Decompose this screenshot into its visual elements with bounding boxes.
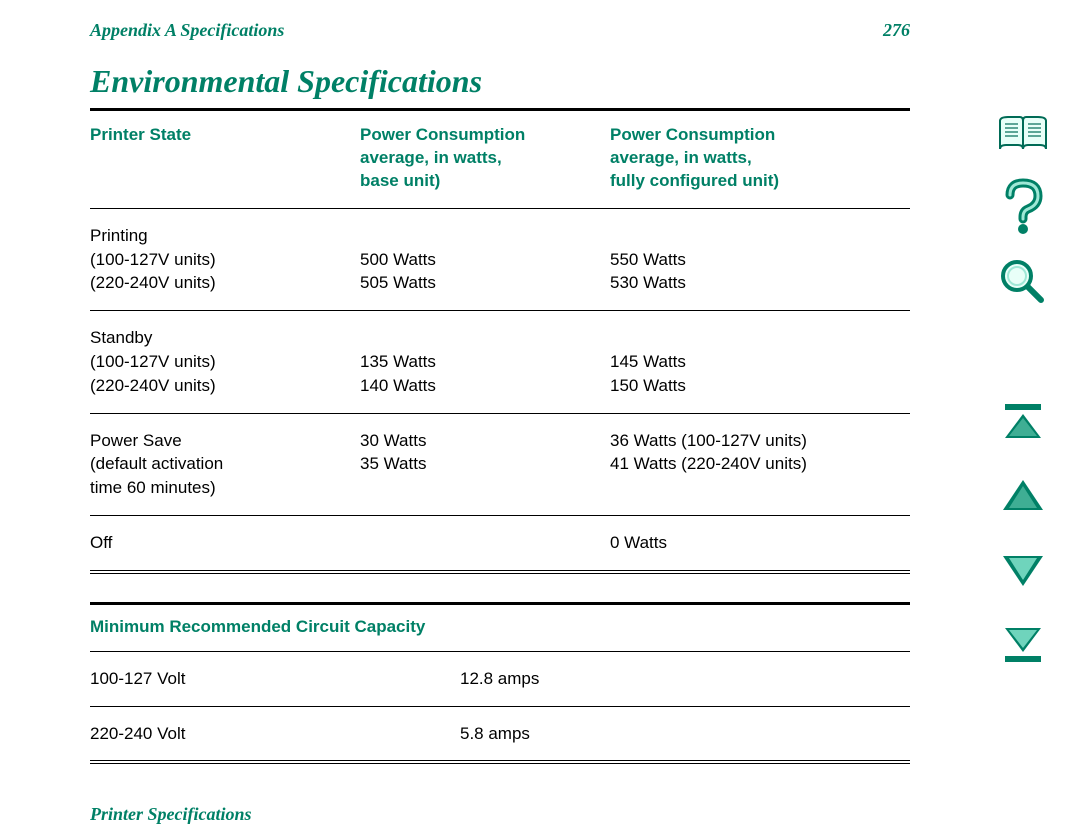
last-page-icon [1001, 624, 1045, 664]
t: time 60 minutes) [90, 478, 216, 497]
t: 0 Watts [610, 533, 667, 552]
cell: Power Save (default activation time 60 min… [90, 429, 350, 500]
t: Power Save [90, 431, 182, 450]
table2-row-100v: 100-127 Volt 12.8 amps [90, 660, 910, 698]
section-rule [90, 602, 910, 605]
title-rule [90, 108, 910, 111]
cell: 0 Watts [610, 531, 910, 555]
table1-header-row: Printer State Power Consumption average,… [90, 117, 910, 200]
page-number: 276 [883, 20, 910, 41]
next-page-button[interactable] [994, 546, 1052, 594]
t: 36 Watts (100-127V units) [610, 431, 807, 450]
cell: 500 Watts 505 Watts [360, 224, 600, 295]
t: 505 Watts [360, 273, 436, 292]
question-mark-icon [1000, 181, 1046, 235]
help-button[interactable] [994, 184, 1052, 232]
table1-row-printing: Printing (100-127V units) (220-240V units)… [90, 217, 910, 302]
cell: 135 Watts 140 Watts [360, 326, 600, 397]
t: 135 Watts [360, 352, 436, 371]
previous-page-button[interactable] [994, 472, 1052, 520]
search-button[interactable] [994, 258, 1052, 306]
t: 500 Watts [360, 250, 436, 269]
t: (default activation [90, 454, 223, 473]
table1-col2-header: Power Consumption average, in watts, bas… [360, 124, 600, 193]
arrow-up-icon [1001, 478, 1045, 514]
cell [360, 531, 600, 555]
t: 550 Watts [610, 250, 686, 269]
double-rule [90, 760, 910, 764]
cell: Printing (100-127V units) (220-240V units) [90, 224, 350, 295]
double-rule [90, 570, 910, 574]
divider [90, 515, 910, 516]
footer-text: Printer Specifications [90, 804, 910, 825]
col2-header-l3: base unit) [360, 171, 440, 190]
t: (220-240V units) [90, 273, 216, 292]
cell: 12.8 amps [460, 667, 910, 691]
cell: 5.8 amps [460, 722, 910, 746]
t: 150 Watts [610, 376, 686, 395]
section-title: Environmental Specifications [90, 63, 910, 100]
col3-header-l3: fully configured unit) [610, 171, 779, 190]
table1-row-powersave: Power Save (default activation time 60 min… [90, 422, 910, 507]
cell: 220-240 Volt [90, 722, 460, 746]
page-content: Appendix A Specifications 276 Environmen… [90, 20, 910, 825]
first-page-icon [1001, 402, 1045, 442]
table2-row-220v: 220-240 Volt 5.8 amps [90, 715, 910, 753]
t: (100-127V units) [90, 250, 216, 269]
divider [90, 310, 910, 311]
running-header: Appendix A Specifications 276 [90, 20, 910, 41]
t: 30 Watts [360, 431, 426, 450]
arrow-down-icon [1001, 552, 1045, 588]
cell: Standby (100-127V units) (220-240V units) [90, 326, 350, 397]
col2-header-l1: Power Consumption [360, 125, 525, 144]
table2-header: Minimum Recommended Circuit Capacity [90, 611, 910, 643]
breadcrumb: Appendix A Specifications [90, 20, 284, 41]
t: 41 Watts (220-240V units) [610, 454, 807, 473]
table1-col3-header: Power Consumption average, in watts, ful… [610, 124, 910, 193]
cell: 100-127 Volt [90, 667, 460, 691]
first-page-button[interactable] [994, 398, 1052, 446]
t: 35 Watts [360, 454, 426, 473]
book-icon [996, 113, 1050, 155]
col1-header-text: Printer State [90, 125, 191, 144]
cell: 30 Watts 35 Watts [360, 429, 600, 500]
cell: 550 Watts 530 Watts [610, 224, 910, 295]
t: 530 Watts [610, 273, 686, 292]
t: Standby [90, 328, 152, 347]
col3-header-l2: average, in watts, [610, 148, 752, 167]
divider [90, 706, 910, 707]
divider [90, 413, 910, 414]
magnifier-icon [999, 258, 1047, 306]
divider [90, 651, 910, 652]
last-page-button[interactable] [994, 620, 1052, 668]
col3-header-l1: Power Consumption [610, 125, 775, 144]
t: 140 Watts [360, 376, 436, 395]
table1-row-off: Off 0 Watts [90, 524, 910, 562]
t: Printing [90, 226, 148, 245]
table1-row-standby: Standby(100-127V units)(220-240V units) … [90, 319, 910, 404]
table1-col1-header: Printer State [90, 124, 350, 193]
t: Off [90, 533, 112, 552]
cell: Off [90, 531, 350, 555]
cell: 36 Watts (100-127V units) 41 Watts (220-2… [610, 429, 910, 500]
col2-header-l2: average, in watts, [360, 148, 502, 167]
contents-button[interactable] [994, 110, 1052, 158]
divider [90, 208, 910, 209]
t: 145 Watts [610, 352, 686, 371]
t: (220-240V units) [90, 376, 216, 395]
nav-sidebar [991, 110, 1055, 668]
t: (100-127V units) [90, 352, 216, 371]
cell: 145 Watts 150 Watts [610, 326, 910, 397]
